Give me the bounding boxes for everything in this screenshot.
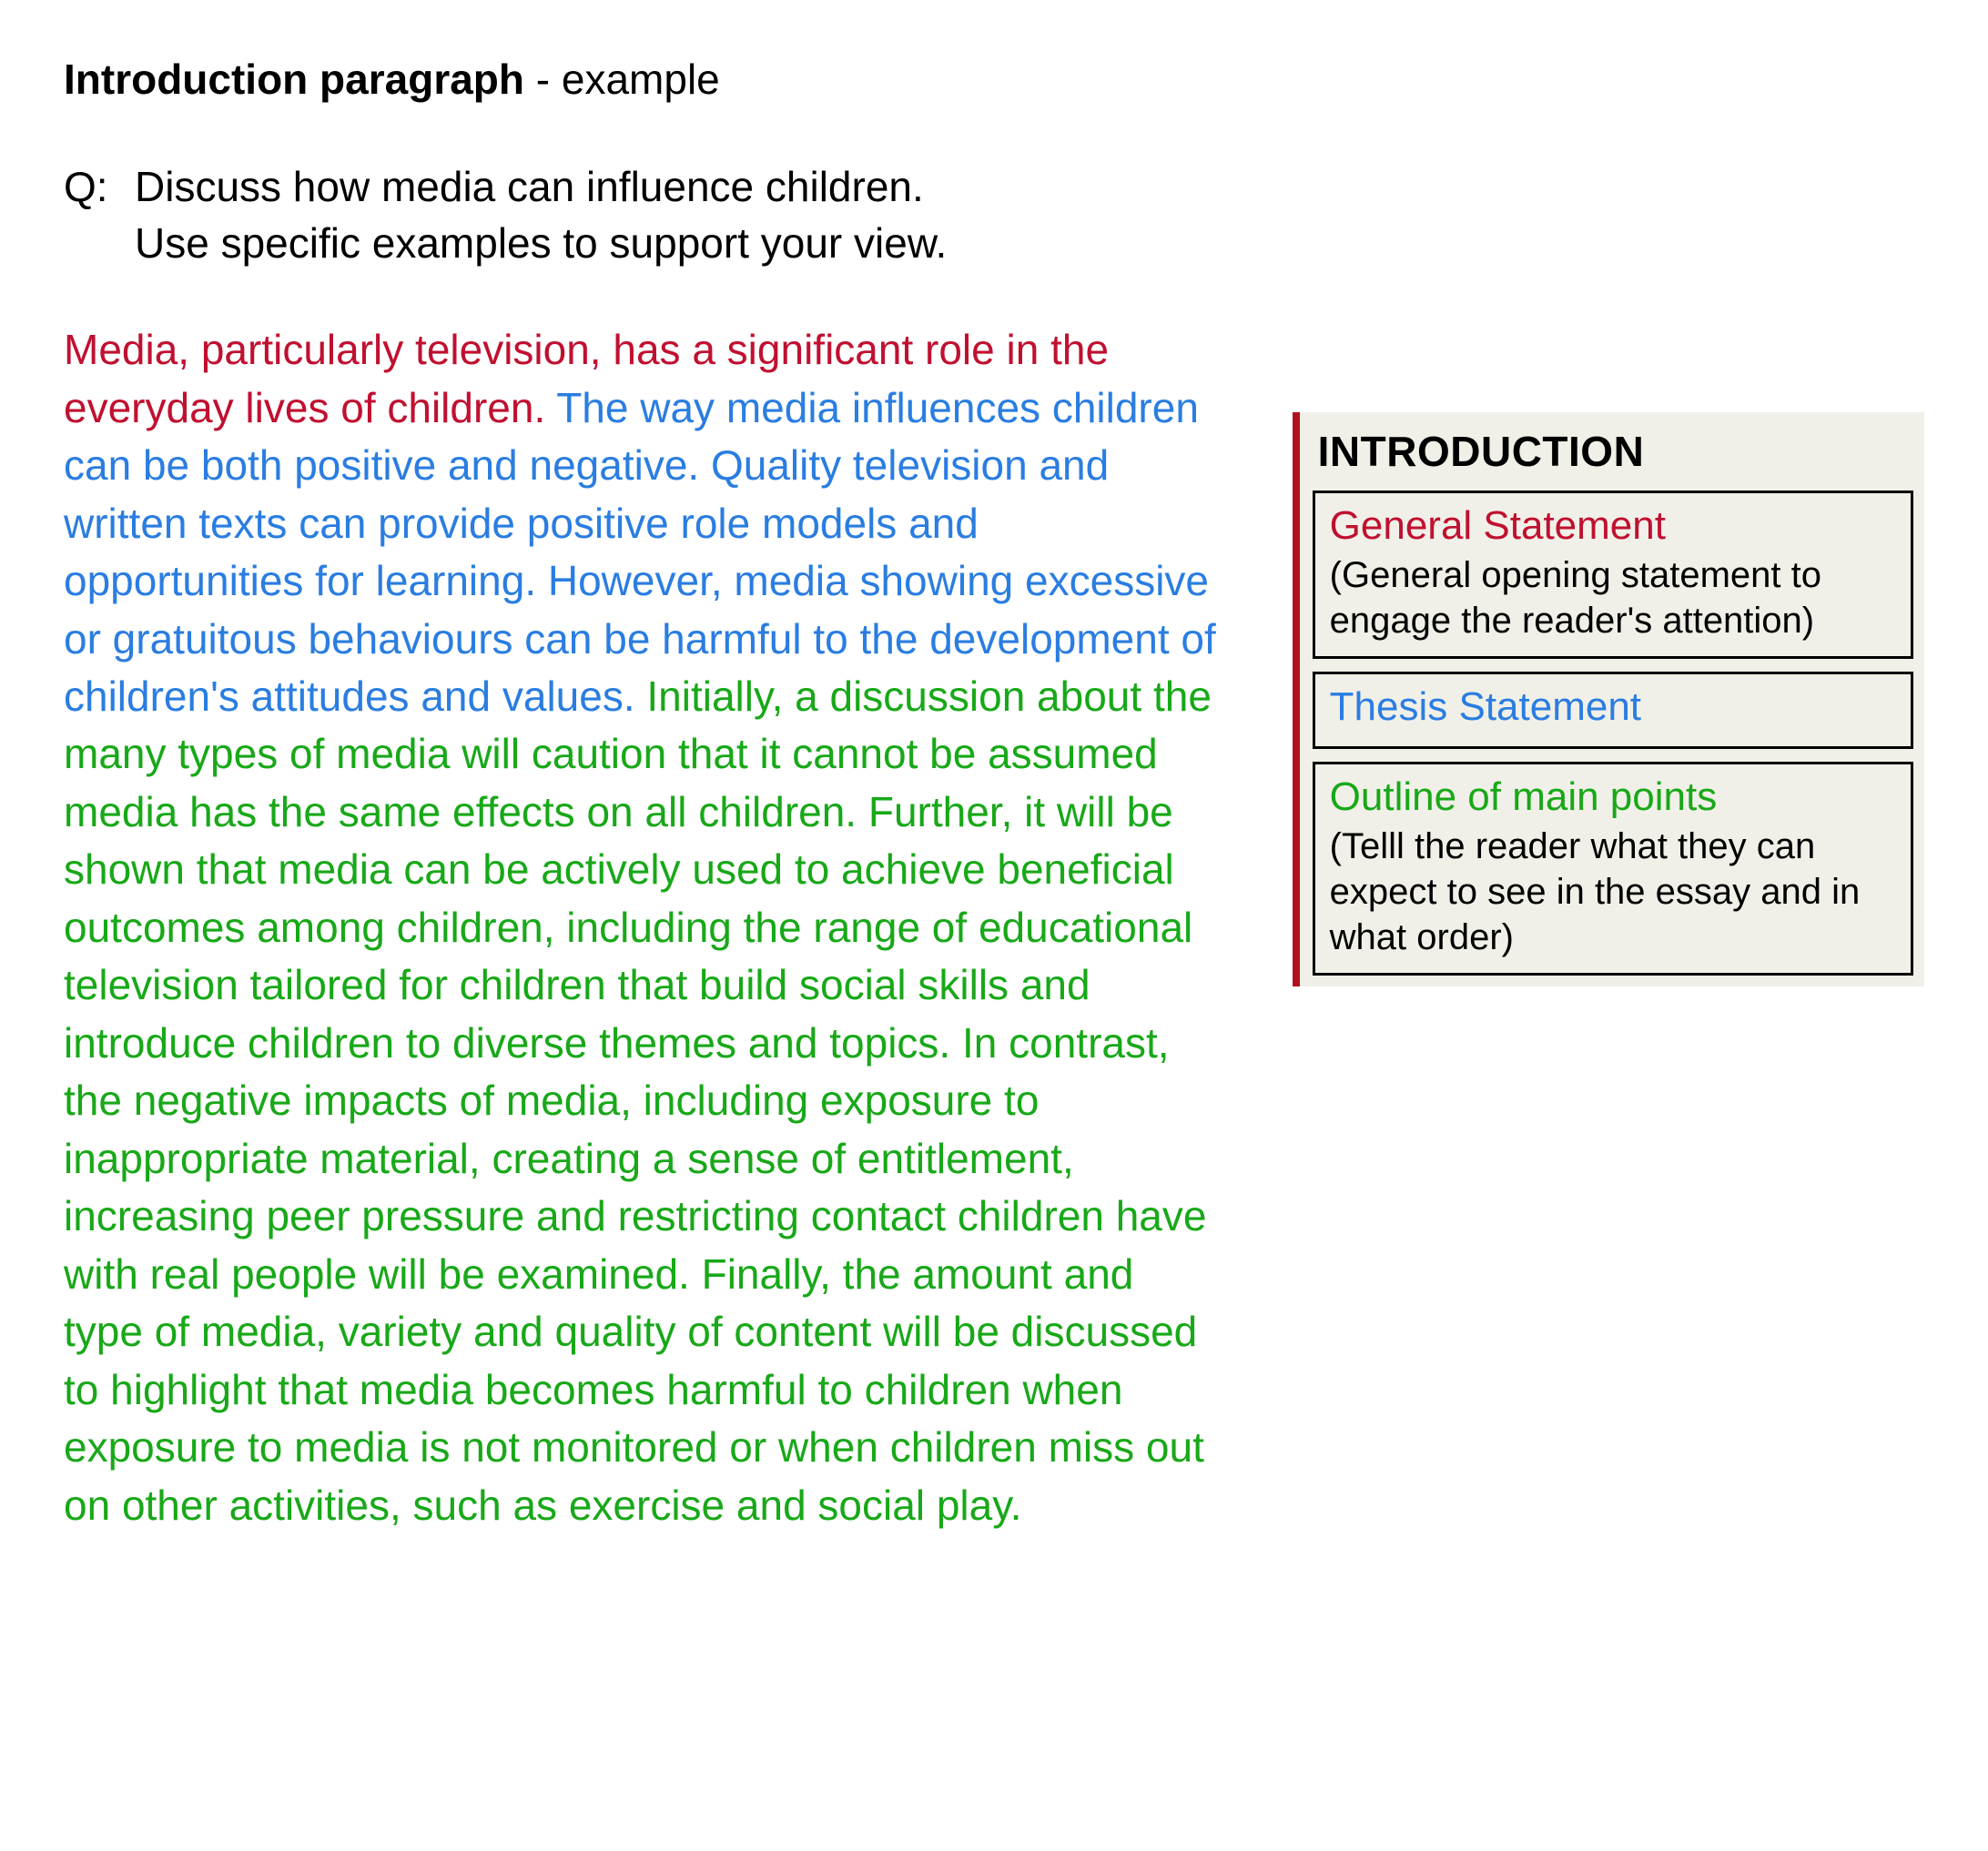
intro-box-title: Outline of main points (1330, 774, 1896, 822)
page-title-bold: Introduction paragraph (64, 56, 524, 103)
intro-box-title: General Statement (1330, 502, 1896, 551)
prompt-label: Q: (64, 158, 135, 271)
essay-segment-2: Initially, a discussion about the many t… (64, 673, 1212, 1529)
prompt-line-2: Use specific examples to support your vi… (135, 215, 1924, 271)
page-title-rest: - example (524, 56, 720, 103)
intro-box-desc: (Telll the reader what they can expect t… (1330, 824, 1896, 960)
page-title: Introduction paragraph - example (64, 55, 1924, 104)
intro-box-2: Outline of main points(Telll the reader … (1313, 762, 1913, 976)
intro-box-desc: (General opening statement to engage the… (1330, 552, 1896, 643)
prompt-line-1: Discuss how media can influence children… (135, 158, 1924, 215)
essay-segment-1: The way media influences children can be… (64, 384, 1216, 720)
introduction-title: INTRODUCTION (1318, 427, 1913, 476)
introduction-panel: INTRODUCTION General Statement(General o… (1293, 412, 1924, 986)
intro-box-1: Thesis Statement (1313, 672, 1913, 749)
intro-box-title: Thesis Statement (1330, 683, 1896, 732)
essay-paragraph: Media, particularly television, has a si… (64, 321, 1220, 1534)
content-row: Media, particularly television, has a si… (64, 321, 1924, 1534)
intro-box-0: General Statement(General opening statem… (1313, 491, 1913, 659)
essay-prompt: Q: Discuss how media can influence child… (64, 158, 1924, 271)
page: Introduction paragraph - example Q: Disc… (0, 0, 1988, 1851)
sidebar: INTRODUCTION General Statement(General o… (1293, 412, 1924, 986)
